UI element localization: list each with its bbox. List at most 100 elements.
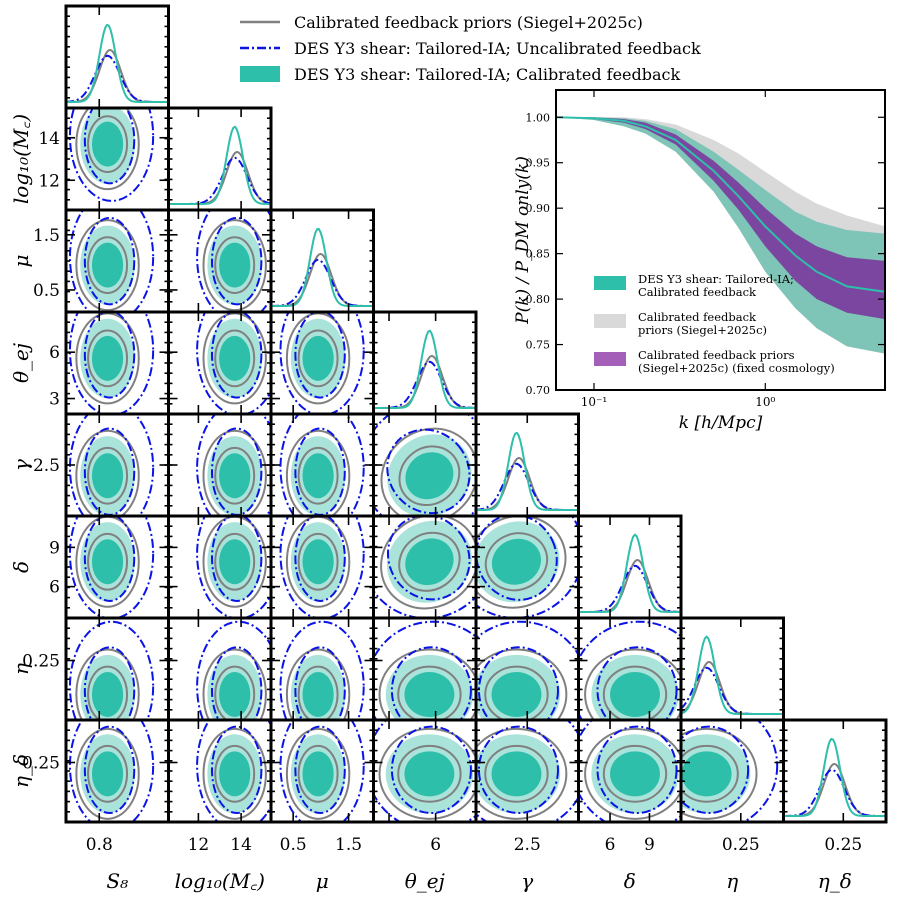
panel-content	[68, 720, 155, 822]
y-tick-label: 9	[49, 538, 60, 558]
prior-contour-95	[75, 429, 140, 516]
uncalibrated-marginal-curve	[783, 768, 886, 817]
prior-contour-68	[87, 665, 129, 720]
panel-eta-theta_ej	[372, 616, 478, 722]
x-axis-label-theta_ej: θ_ej	[405, 869, 445, 893]
calibrated-contour-68	[491, 751, 542, 797]
panel-theta_ej-theta_ej	[372, 310, 478, 416]
x-axis-label-delta: δ	[624, 869, 636, 893]
y-axis-label-theta_ej: θ_ej	[9, 343, 33, 383]
inset-x-tick-label: 10⁰	[755, 395, 775, 409]
prior-contour-95	[75, 648, 140, 720]
calibrated-contour-68	[219, 751, 251, 797]
uncalibrated-contour-68	[294, 312, 346, 399]
panel-content	[196, 620, 271, 720]
calibrated-marginal-curve	[271, 227, 374, 307]
prior-contour-95	[476, 727, 568, 820]
panel-mu-mu	[269, 208, 375, 314]
calibrated-band	[556, 117, 885, 354]
calibrated-marginal-curve	[783, 737, 886, 817]
panel-content	[279, 312, 365, 414]
panel-frame	[474, 412, 580, 518]
calibrated-contour-68	[610, 751, 660, 797]
uncalibrated-contour-68	[210, 216, 263, 306]
panel-frame	[679, 616, 785, 722]
panel-frame	[372, 310, 478, 416]
panel-content	[681, 635, 784, 715]
panel-content	[196, 414, 271, 516]
uncalibrated-contour-95	[68, 108, 155, 202]
panel-content	[68, 210, 155, 312]
panel-gamma-theta_ej	[372, 412, 478, 518]
panel-gamma-log10_Mc	[167, 412, 273, 518]
panel-content	[578, 720, 681, 822]
y-axis-label-eta_delta: η_δ	[9, 754, 33, 788]
panel-eta_delta-gamma: 2.5	[474, 718, 580, 855]
prior-contour-68	[297, 665, 339, 720]
uncalibrated-contour-68	[476, 516, 558, 601]
panel-content	[783, 737, 886, 817]
panel-mu-log10_Mc	[167, 208, 273, 314]
uncalibrated-contour-95	[68, 210, 155, 312]
uncalibrated-contour-95	[68, 312, 155, 414]
panel-delta-theta_ej	[372, 514, 478, 620]
y-tick-label: 14	[38, 129, 60, 149]
legend-label: DES Y3 shear: Tailored-IA; Calibrated fe…	[294, 65, 681, 84]
prior-contour-95	[285, 727, 351, 820]
uncalibrated-contour-68	[211, 516, 263, 602]
prior-contour-68	[87, 744, 129, 803]
inset-legend-label: Calibrated feedback	[638, 285, 757, 299]
uncalibrated-contour-68	[390, 725, 472, 815]
uncalibrated-contour-95	[68, 516, 155, 618]
y-axis-label-gamma: γ	[9, 459, 33, 471]
inset-y-tick-label: 0.80	[526, 293, 551, 306]
x-tick-label: 0.8	[86, 835, 113, 855]
prior-contour-95	[380, 516, 476, 610]
panel-content	[373, 414, 476, 516]
calibrated-contour-68	[491, 672, 542, 717]
calibrated-contour-68	[91, 242, 124, 288]
prior-contour-68	[602, 665, 668, 720]
uncalibrated-contour-68	[294, 646, 346, 720]
prior-contour-68	[484, 665, 549, 720]
uncalibrated-contour-68	[294, 725, 346, 815]
y-axis-label-mu: μ	[9, 255, 33, 268]
prior-contour-68	[297, 329, 339, 388]
panel-frame	[64, 4, 170, 110]
x-tick-label: 0.25	[722, 835, 760, 855]
uncalibrated-contour-68	[681, 725, 750, 815]
x-tick-label: 2.5	[514, 835, 541, 855]
uncalibrated-contour-68	[211, 312, 263, 399]
prior-marginal-curve	[578, 559, 681, 613]
calibrated-contour-68	[91, 453, 124, 499]
calibrated-contour-68	[404, 751, 455, 797]
prior-marginal-curve	[168, 150, 271, 205]
uncalibrated-contour-68	[386, 428, 471, 515]
panel-content	[196, 312, 271, 414]
calibrated-contour-68	[219, 335, 251, 381]
legend-swatch-patch	[240, 66, 280, 82]
panel-content	[373, 516, 476, 618]
prior-marginal-curve	[476, 456, 579, 511]
uncalibrated-contour-68	[477, 725, 559, 815]
fixed-cosmology-band	[556, 117, 885, 320]
calibrated-contour-68	[219, 539, 251, 585]
panel-delta-S_8: 69	[49, 514, 170, 620]
panel-eta-eta	[679, 616, 785, 722]
inset-x-tick-label: 10⁻¹	[581, 395, 607, 409]
uncalibrated-contour-68	[83, 646, 136, 720]
prior-contour-95	[681, 727, 758, 820]
x-tick-label: 1.5	[335, 835, 362, 855]
legend-label: DES Y3 shear: Tailored-IA; Uncalibrated …	[294, 39, 701, 58]
panel-ticks	[373, 312, 476, 414]
y-axis-label-log10_Mc: log₁₀(M꜀)	[9, 114, 33, 204]
inset-legend-label: Calibrated feedback priors	[638, 348, 795, 362]
uncalibrated-contour-68	[294, 516, 346, 602]
prior-contour-68	[484, 532, 549, 592]
uncalibrated-contour-68	[83, 725, 136, 815]
panel-gamma-gamma	[474, 412, 580, 518]
top-legend: Calibrated feedback priors (Siegel+2025c…	[240, 13, 701, 84]
panel-content	[196, 516, 271, 618]
uncalibrated-contour-95	[373, 620, 476, 720]
panel-content	[68, 516, 155, 618]
